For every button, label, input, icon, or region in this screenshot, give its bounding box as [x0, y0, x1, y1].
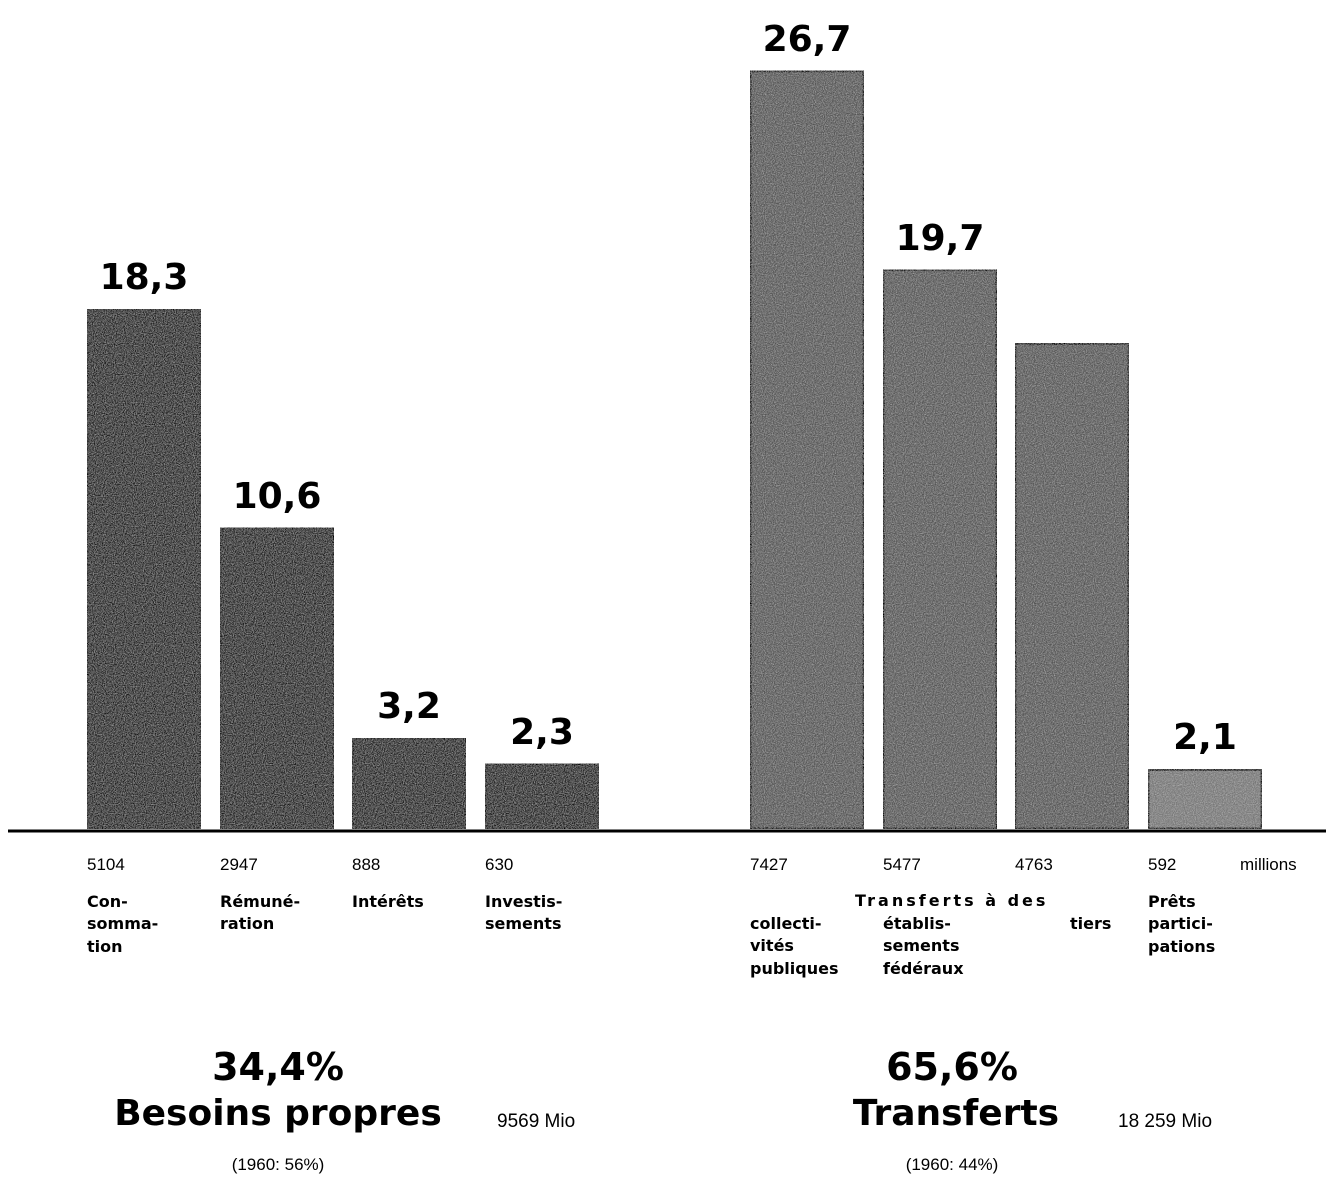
bar-category-label: Prêts partici-pations — [1148, 892, 1216, 956]
group-total-besoins: 9569 Mio — [497, 1111, 576, 1132]
bar-amount-label: 5477 — [883, 855, 921, 874]
bar-amount-label: 888 — [352, 855, 381, 874]
bar-1 — [85, 307, 203, 831]
bar-amount-label: 630 — [485, 855, 514, 874]
bar-category-label: Con-somma-tion — [87, 892, 159, 956]
bar-7 — [1013, 341, 1131, 831]
bar-category-label: Intérêts — [352, 892, 424, 911]
group-percent-transferts: 65,6% — [886, 1045, 1018, 1089]
bar-5 — [748, 69, 866, 831]
bar-value-label: 26,7 — [762, 18, 852, 60]
bar-value-label: 10,6 — [232, 475, 322, 517]
group-ref-besoins: (1960: 56%) — [231, 1155, 325, 1174]
group-percent-besoins: 34,4% — [212, 1045, 344, 1089]
shared-transfer-label: Transferts à des — [855, 891, 1049, 910]
bar-amount-label: 5104 — [87, 855, 125, 874]
unit-label: millions — [1240, 855, 1297, 874]
bar-value-label: 18,3 — [99, 257, 189, 299]
group-total-transferts: 18 259 Mio — [1118, 1111, 1213, 1132]
bar-category-label: Investis-sements — [485, 892, 563, 934]
bar-8 — [1146, 767, 1264, 831]
bar-category-label: tiers — [1070, 914, 1112, 933]
bar-amount-label: 592 — [1148, 855, 1177, 874]
bar-value-label: 2,3 — [510, 711, 574, 753]
bar-2 — [218, 526, 336, 831]
bar-6 — [881, 268, 999, 831]
bar-amount-label: 4763 — [1015, 855, 1053, 874]
bar-4 — [483, 762, 601, 831]
bar-3 — [350, 736, 468, 831]
bar-amount-label: 2947 — [220, 855, 258, 874]
group-title-besoins: Besoins propres — [114, 1093, 442, 1134]
bar-category-label: établis-sements fédéraux — [883, 914, 964, 978]
bars-layer — [85, 69, 1264, 831]
bar-value-label: 2,1 — [1173, 717, 1237, 759]
bar-category-label: collecti-vités publiques — [750, 914, 839, 978]
bar-category-label: Rémuné-ration — [220, 892, 301, 934]
group-ref-transferts: (1960: 44%) — [905, 1155, 999, 1174]
group-title-transferts: Transferts — [852, 1093, 1060, 1134]
bar-amount-label: 7427 — [750, 855, 788, 874]
bar-value-label: 3,2 — [377, 686, 441, 728]
bar-value-label: 19,7 — [895, 217, 985, 259]
